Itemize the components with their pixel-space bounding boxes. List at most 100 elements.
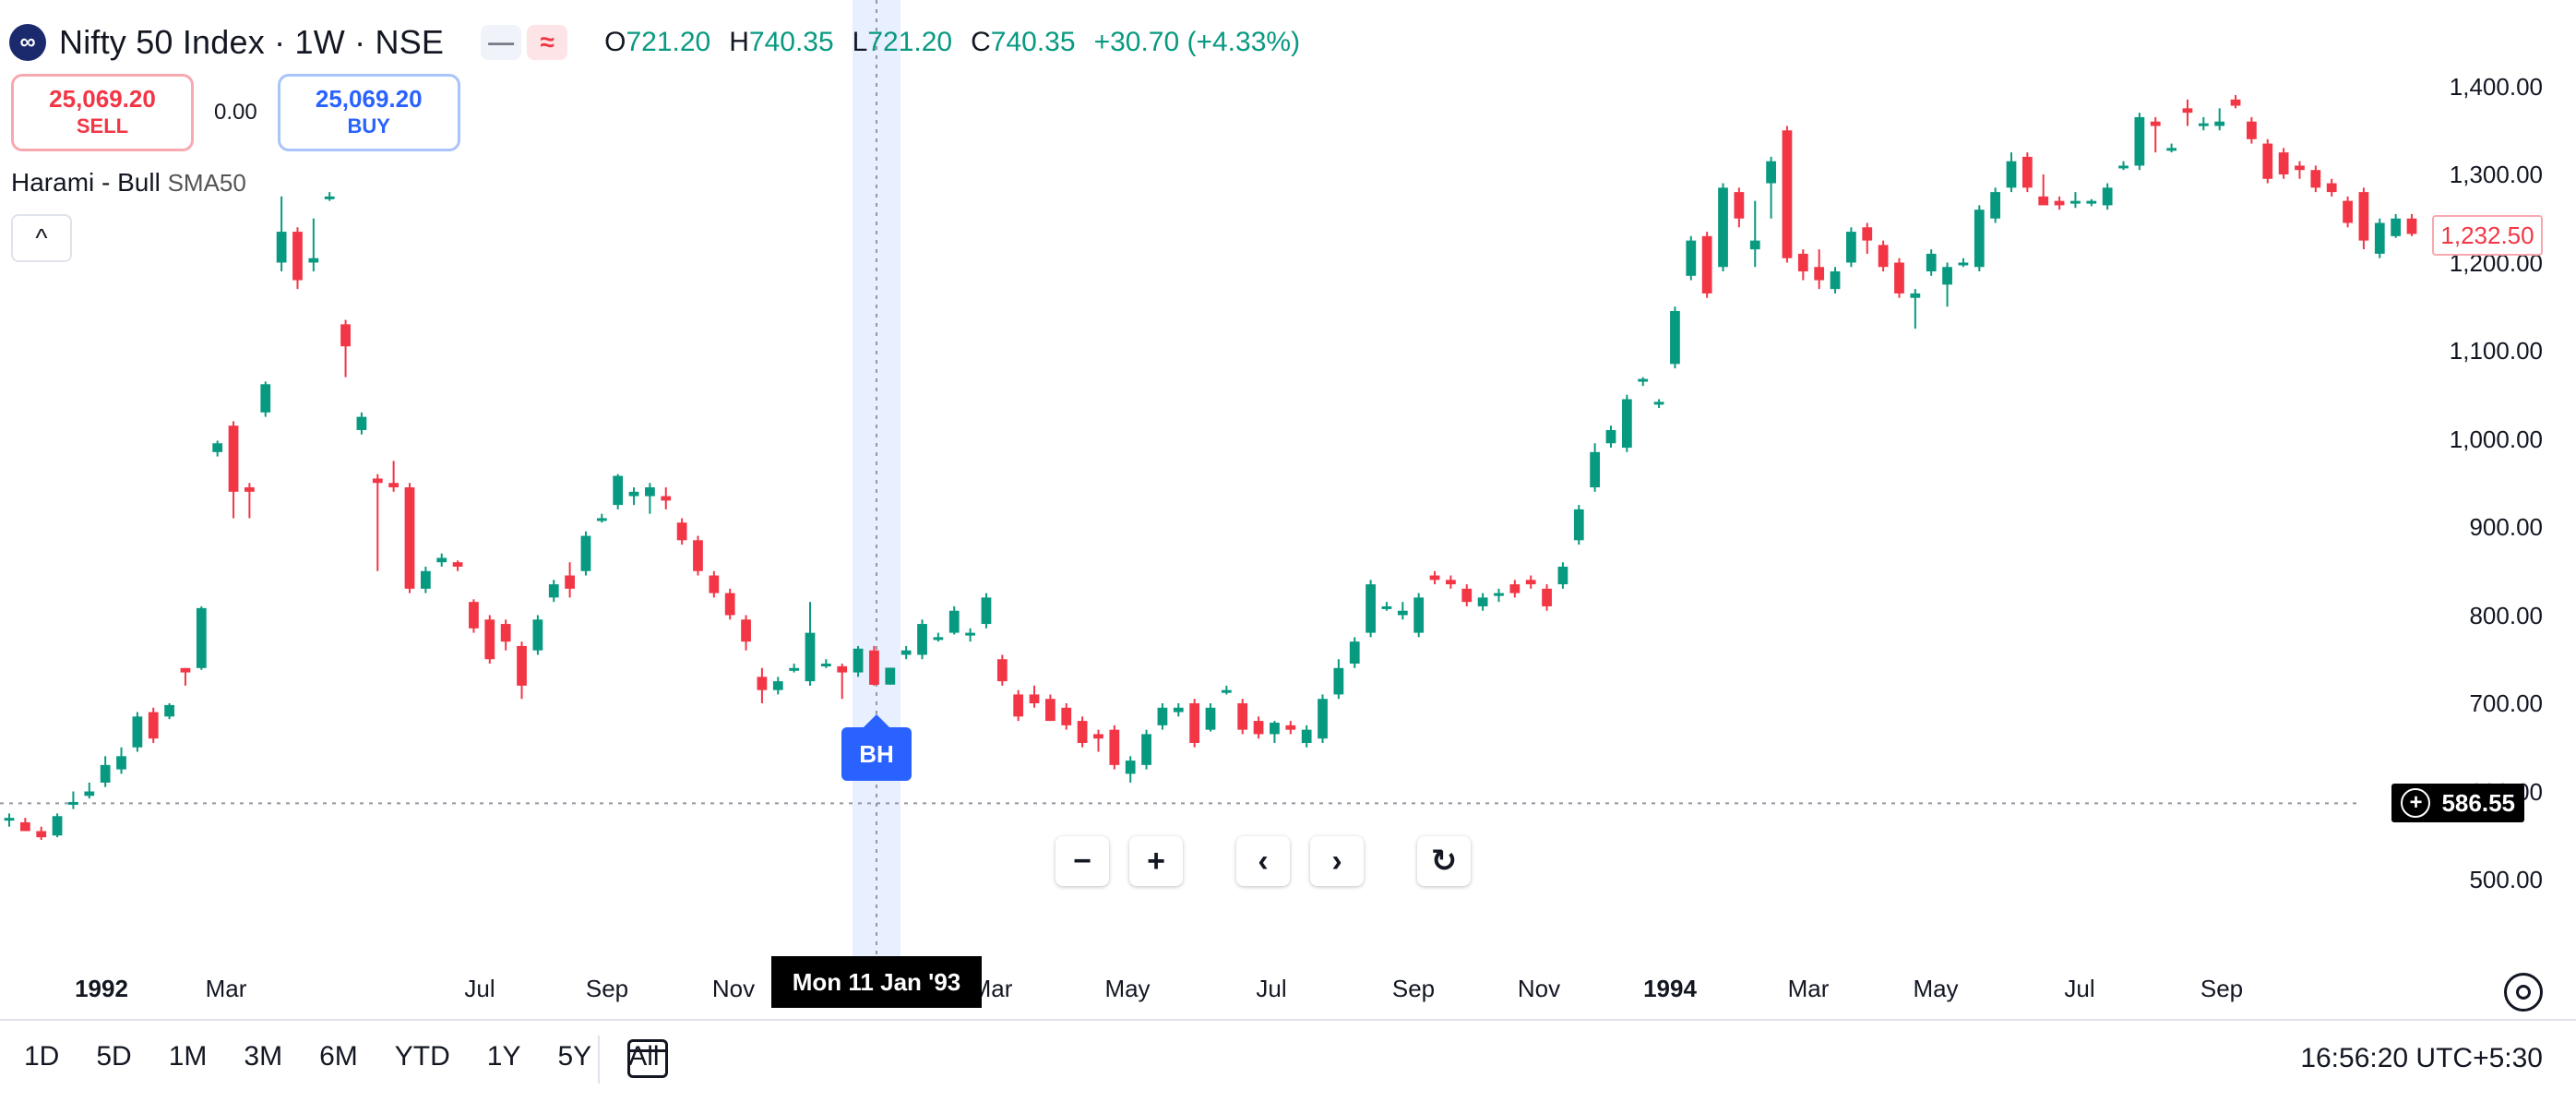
clock-readout[interactable]: 16:56:20 UTC+5:30: [2300, 1043, 2543, 1073]
symbol-title[interactable]: Nifty 50 Index · 1W · NSE: [59, 23, 445, 61]
candle[interactable]: [1509, 580, 1521, 598]
candle[interactable]: [1830, 267, 1841, 293]
candle[interactable]: [1926, 249, 1937, 276]
candle[interactable]: [116, 747, 126, 774]
zoom-out-button[interactable]: −: [1055, 836, 1109, 886]
range-button-6m[interactable]: 6M: [319, 1041, 358, 1072]
candle[interactable]: [1782, 126, 1793, 263]
candle[interactable]: [741, 615, 751, 651]
candle[interactable]: [757, 667, 768, 703]
candle[interactable]: [2310, 165, 2321, 193]
candle[interactable]: [1766, 156, 1776, 219]
candle[interactable]: [981, 593, 992, 629]
candle[interactable]: [1333, 659, 1344, 700]
candle[interactable]: [645, 483, 655, 514]
range-button-ytd[interactable]: YTD: [394, 1041, 450, 1072]
candle[interactable]: [2278, 148, 2289, 179]
candle[interactable]: [324, 192, 335, 201]
candle[interactable]: [1270, 721, 1280, 743]
candle[interactable]: [2102, 183, 2113, 210]
range-button-5d[interactable]: 5D: [96, 1041, 132, 1072]
candle[interactable]: [2262, 138, 2273, 184]
candle[interactable]: [452, 560, 463, 571]
candle[interactable]: [1494, 588, 1504, 603]
candle[interactable]: [2038, 174, 2049, 206]
settings-gear-icon[interactable]: [2504, 973, 2543, 1012]
candle[interactable]: [36, 826, 47, 841]
candle[interactable]: [1974, 205, 1985, 272]
sell-button[interactable]: 25,069.20 SELL: [11, 74, 194, 151]
candle[interactable]: [2230, 95, 2241, 109]
candle[interactable]: [869, 645, 879, 686]
candle[interactable]: [1734, 187, 1745, 228]
candle[interactable]: [1718, 183, 1728, 272]
candle[interactable]: [228, 421, 239, 519]
candle[interactable]: [356, 412, 367, 435]
candle[interactable]: [1318, 694, 1328, 743]
candle[interactable]: [1125, 756, 1136, 783]
candle[interactable]: [1942, 262, 1952, 307]
candle[interactable]: [789, 664, 800, 673]
candle[interactable]: [148, 707, 159, 743]
candle[interactable]: [2406, 213, 2417, 236]
candle[interactable]: [1686, 235, 1697, 281]
calendar-icon[interactable]: [627, 1039, 668, 1078]
candle[interactable]: [1814, 249, 1825, 290]
candle[interactable]: [693, 535, 703, 576]
candle[interactable]: [132, 712, 143, 752]
candle[interactable]: [1749, 200, 1760, 268]
candle[interactable]: [1045, 694, 1055, 722]
candle[interactable]: [1237, 699, 1248, 735]
bullish-harami-marker[interactable]: BH: [841, 714, 912, 781]
candle[interactable]: [212, 440, 223, 457]
candle[interactable]: [1109, 725, 1120, 770]
range-button-all[interactable]: All: [628, 1041, 660, 1072]
candle[interactable]: [965, 628, 975, 642]
candle[interactable]: [1413, 593, 1425, 638]
candle[interactable]: [548, 580, 559, 603]
candle[interactable]: [1205, 703, 1216, 732]
scroll-right-button[interactable]: ›: [1310, 836, 1364, 886]
candle[interactable]: [19, 818, 30, 832]
candle[interactable]: [724, 588, 735, 620]
candle[interactable]: [820, 659, 831, 668]
candle[interactable]: [2182, 99, 2193, 126]
candle[interactable]: [996, 654, 1008, 686]
candle[interactable]: [1878, 240, 1889, 272]
candle[interactable]: [1446, 575, 1456, 589]
candle[interactable]: [340, 319, 351, 377]
candle[interactable]: [1029, 685, 1040, 708]
candle[interactable]: [1862, 222, 1873, 254]
candle[interactable]: [1366, 580, 1376, 638]
candle[interactable]: [933, 632, 944, 642]
candle[interactable]: [517, 641, 527, 700]
candle[interactable]: [1061, 703, 1072, 730]
candle[interactable]: [1894, 258, 1904, 298]
candle[interactable]: [84, 782, 95, 799]
candle[interactable]: [469, 599, 479, 633]
candle[interactable]: [1221, 685, 1232, 695]
candle[interactable]: [853, 645, 864, 677]
candle[interactable]: [1477, 593, 1488, 611]
candle[interactable]: [532, 615, 543, 655]
candle[interactable]: [1958, 258, 1969, 268]
range-button-3m[interactable]: 3M: [244, 1041, 283, 1072]
candle[interactable]: [1253, 716, 1264, 739]
candle[interactable]: [2150, 116, 2161, 153]
candle[interactable]: [1638, 377, 1649, 387]
candle[interactable]: [2054, 196, 2065, 210]
candle[interactable]: [2391, 213, 2402, 238]
candle[interactable]: [100, 756, 111, 787]
candle[interactable]: [420, 566, 431, 593]
candle[interactable]: [805, 602, 816, 686]
candle[interactable]: [2006, 152, 2017, 193]
candle[interactable]: [244, 483, 255, 519]
candle[interactable]: [1701, 232, 1712, 298]
range-button-1y[interactable]: 1Y: [486, 1041, 521, 1072]
candle[interactable]: [436, 553, 447, 567]
candle[interactable]: [2374, 218, 2385, 258]
buy-button[interactable]: 25,069.20 BUY: [277, 74, 460, 151]
candle[interactable]: [4, 813, 15, 827]
candle[interactable]: [676, 518, 687, 545]
